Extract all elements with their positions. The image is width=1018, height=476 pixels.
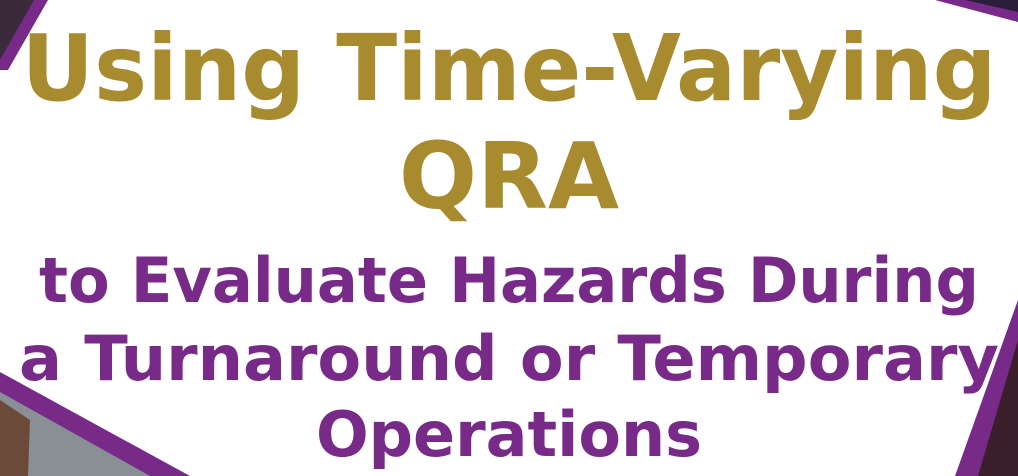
subtitle-line: a Turnaround or Temporary bbox=[19, 322, 999, 395]
photo-corner-bottom-left bbox=[0, 392, 150, 476]
photo-person bbox=[0, 400, 30, 476]
subtitle-line: to Evaluate Hazards During bbox=[39, 244, 979, 317]
title-line: Using Time-Varying bbox=[22, 15, 997, 122]
title-line: QRA bbox=[399, 123, 619, 230]
photo-corner-top-right bbox=[965, 0, 1018, 12]
purple-stripe-top-left bbox=[0, 0, 48, 70]
photo-corner-bottom-right bbox=[978, 340, 1018, 476]
subtitle-line: Operations bbox=[316, 398, 702, 471]
